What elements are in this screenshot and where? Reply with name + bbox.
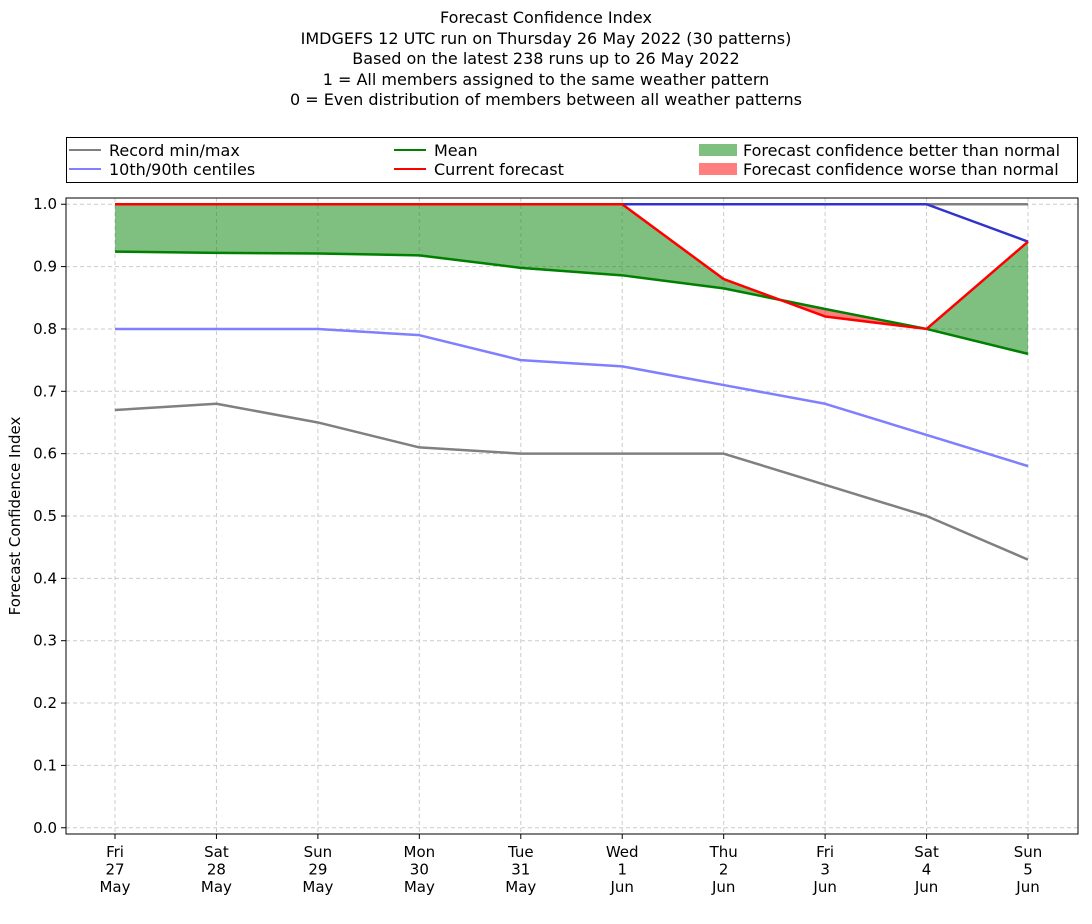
fill-better-region: [926, 241, 1028, 354]
x-tick-label: 30: [410, 861, 429, 879]
x-tick-label: Sun: [1014, 843, 1043, 861]
y-tick-label: 0.4: [33, 569, 57, 587]
x-tick-label: 28: [207, 861, 226, 879]
x-tick-label: May: [99, 878, 130, 896]
x-tick-label: Mon: [404, 843, 436, 861]
x-tick-label: 31: [511, 861, 530, 879]
x-tick-label: May: [404, 878, 435, 896]
title-line-5: 0 = Even distribution of members between…: [289, 90, 803, 109]
title-line-4: 1 = All members assigned to the same wea…: [322, 69, 770, 89]
legend-label-centiles: 10th/90th centiles: [109, 160, 256, 179]
x-tick-label: Sun: [304, 843, 333, 861]
fill-better-region: [317, 204, 420, 256]
series-line-current-forecast: [115, 202, 1029, 331]
legend-label-record: Record min/max: [109, 141, 240, 160]
line-layer: [114, 202, 1029, 561]
legend-swatch-record: [69, 148, 101, 151]
legend-better: Forecast confidence better than normal: [699, 142, 1060, 160]
chart-title: Forecast Confidence Index IMDGEFS 12 UTC…: [0, 8, 1092, 111]
x-tick-label: 5: [1023, 861, 1033, 879]
x-tick-label: 1: [617, 861, 627, 879]
legend-label-mean: Mean: [434, 141, 478, 160]
x-tick-label: Sat: [204, 843, 229, 861]
x-tick-label: Wed: [606, 843, 639, 861]
title-line-2: IMDGEFS 12 UTC run on Thursday 26 May 20…: [300, 28, 792, 48]
y-tick-label: 1.0: [33, 195, 57, 213]
x-tick-label: Fri: [816, 843, 834, 861]
fill-better-region: [520, 204, 623, 276]
legend-swatch-current: [394, 167, 426, 170]
legend-current: Current forecast: [394, 161, 564, 179]
x-tick-label: Jun: [711, 878, 735, 896]
legend-worse: Forecast confidence worse than normal: [699, 161, 1059, 179]
legend-mean: Mean: [394, 142, 478, 160]
x-tick-label: May: [302, 878, 333, 896]
fill-better-region: [622, 204, 724, 289]
fill-better-region: [115, 204, 217, 253]
x-tick-label: 4: [922, 861, 932, 879]
y-tick-label: 0.9: [33, 258, 57, 276]
y-tick-label: 0.1: [33, 756, 57, 774]
title-line-3: Based on the latest 238 runs up to 26 Ma…: [352, 49, 740, 68]
y-tick-label: 0.3: [33, 632, 57, 650]
series-line-record-min: [114, 402, 1029, 561]
y-tick-label: 0.2: [33, 694, 57, 712]
x-tick-label: 2: [719, 861, 729, 879]
y-tick-label: 0.6: [33, 445, 57, 463]
series-line-mean: [114, 250, 1029, 356]
x-tick-label: Jun: [1015, 878, 1039, 896]
title-line-1: Forecast Confidence Index: [440, 8, 652, 27]
y-tick-label: 0.7: [33, 382, 57, 400]
legend-label-worse: Forecast confidence worse than normal: [743, 160, 1059, 179]
x-tick-label: Jun: [610, 878, 634, 896]
x-tick-label: Jun: [914, 878, 938, 896]
legend-swatch-mean: [394, 148, 426, 151]
x-tick-label: Sat: [914, 843, 939, 861]
x-tick-label: 29: [308, 861, 327, 879]
series-line-10th-centile: [115, 327, 1029, 468]
y-axis-label: Forecast Confidence Index: [6, 417, 24, 616]
fill-better-region: [216, 204, 318, 254]
x-tick-label: Jun: [812, 878, 836, 896]
legend-swatch-centiles: [69, 167, 101, 170]
chart-legend: Record min/max 10th/90th centiles Mean C…: [66, 137, 1078, 183]
x-tick-label: May: [201, 878, 232, 896]
x-tick-label: Tue: [507, 843, 534, 861]
x-tick-label: 27: [105, 861, 124, 879]
legend-record: Record min/max: [69, 142, 240, 160]
y-tick-label: 0.0: [33, 819, 57, 837]
fill-better-region: [419, 204, 521, 268]
x-tick-label: Thu: [709, 843, 738, 861]
fill-layer: [115, 204, 1028, 354]
legend-swatch-better: [699, 143, 737, 156]
legend-label-better: Forecast confidence better than normal: [743, 141, 1061, 160]
legend-swatch-worse: [699, 162, 737, 175]
x-tick-label: 3: [820, 861, 830, 879]
legend-centiles: 10th/90th centiles: [69, 161, 255, 179]
tick-layer: 0.00.10.20.30.40.50.60.70.80.91.0Fri27Ma…: [33, 195, 1042, 896]
x-tick-label: May: [505, 878, 536, 896]
x-tick-label: Fri: [106, 843, 124, 861]
y-tick-label: 0.5: [33, 507, 57, 525]
y-tick-label: 0.8: [33, 320, 57, 338]
legend-label-current: Current forecast: [434, 160, 564, 179]
